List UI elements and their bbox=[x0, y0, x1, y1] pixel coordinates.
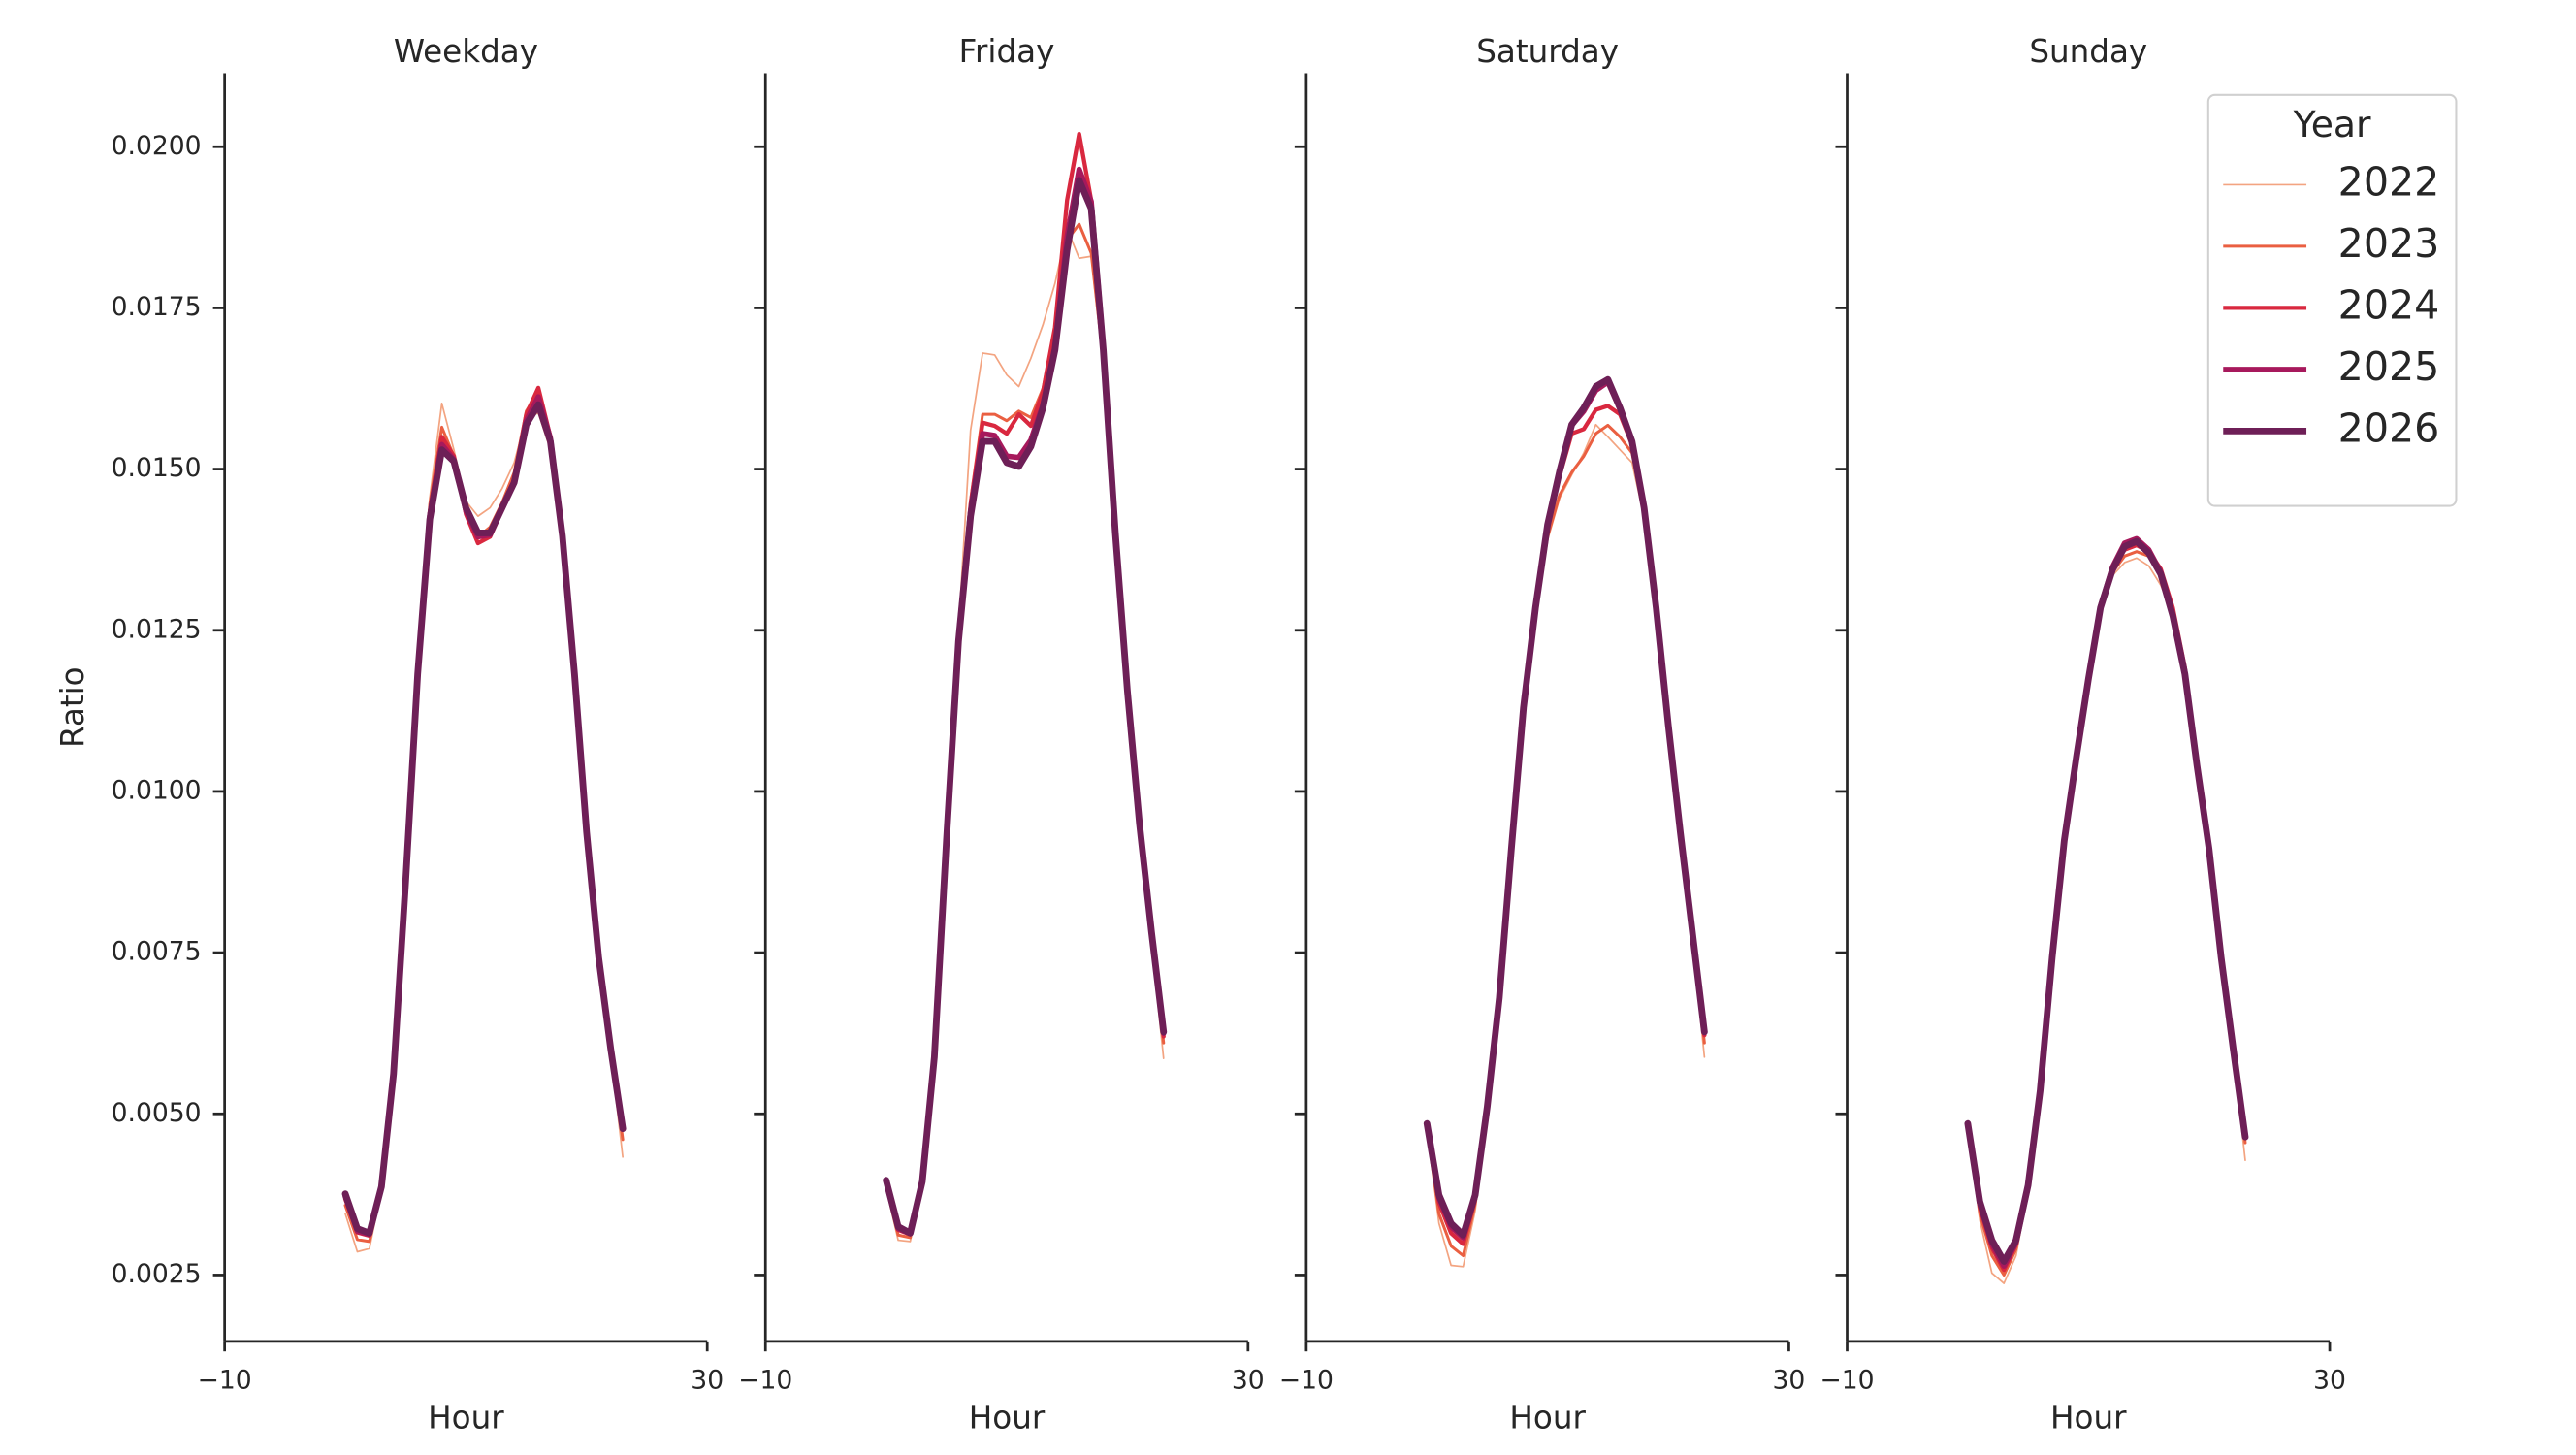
y-tick-label: 0.0150 bbox=[112, 453, 202, 483]
series-line bbox=[1425, 423, 1706, 1258]
x-tick-label: 30 bbox=[1232, 1366, 1265, 1396]
legend-label: 2024 bbox=[2338, 281, 2440, 328]
legend-label: 2026 bbox=[2338, 404, 2440, 451]
series-line bbox=[1425, 404, 1707, 1246]
legend-label: 2023 bbox=[2338, 220, 2440, 267]
x-tick-label: 30 bbox=[1773, 1366, 1806, 1396]
panel-title: Saturday bbox=[1476, 33, 1619, 70]
y-tick-label: 0.0175 bbox=[112, 292, 202, 322]
x-tick-label: 30 bbox=[691, 1366, 724, 1396]
series-line bbox=[341, 401, 627, 1237]
legend-label: 2022 bbox=[2338, 158, 2440, 205]
series-line bbox=[884, 131, 1166, 1237]
series-line bbox=[1423, 375, 1708, 1239]
x-tick-label: −10 bbox=[738, 1366, 792, 1396]
series-line bbox=[1964, 537, 2249, 1265]
series-line bbox=[883, 177, 1168, 1237]
series-line bbox=[1967, 557, 2246, 1284]
x-tick-label: −10 bbox=[1279, 1366, 1334, 1396]
x-axis-label: Hour bbox=[428, 1400, 504, 1437]
x-tick-label: −10 bbox=[1819, 1366, 1874, 1396]
y-tick-label: 0.0050 bbox=[112, 1098, 202, 1128]
panel-title: Weekday bbox=[394, 33, 538, 70]
panel-title: Friday bbox=[959, 33, 1055, 70]
series-line bbox=[883, 166, 1167, 1237]
y-tick-label: 0.0075 bbox=[112, 937, 202, 967]
legend-box bbox=[2206, 93, 2458, 507]
y-tick-label: 0.0025 bbox=[112, 1259, 202, 1289]
series-line bbox=[885, 222, 1166, 1240]
series-line bbox=[1424, 379, 1708, 1241]
series-line bbox=[1426, 423, 1706, 1268]
y-axis-label: Ratio bbox=[54, 666, 91, 748]
series-line bbox=[1966, 550, 2247, 1277]
y-tick-label: 0.0125 bbox=[112, 614, 202, 644]
x-axis-label: Hour bbox=[1509, 1400, 1586, 1437]
x-axis-label: Hour bbox=[969, 1400, 1046, 1437]
x-axis-label: Hour bbox=[2050, 1400, 2127, 1437]
x-tick-label: −10 bbox=[198, 1366, 252, 1396]
panel-title: Sunday bbox=[2029, 33, 2147, 70]
y-tick-label: 0.0100 bbox=[112, 775, 202, 805]
series-line bbox=[1965, 535, 2248, 1269]
series-line bbox=[1965, 542, 2248, 1273]
legend-title: Year bbox=[2293, 103, 2371, 146]
legend-label: 2025 bbox=[2338, 343, 2440, 390]
series-line bbox=[885, 227, 1165, 1243]
x-tick-label: 30 bbox=[2313, 1366, 2346, 1396]
y-tick-label: 0.0200 bbox=[112, 131, 202, 161]
